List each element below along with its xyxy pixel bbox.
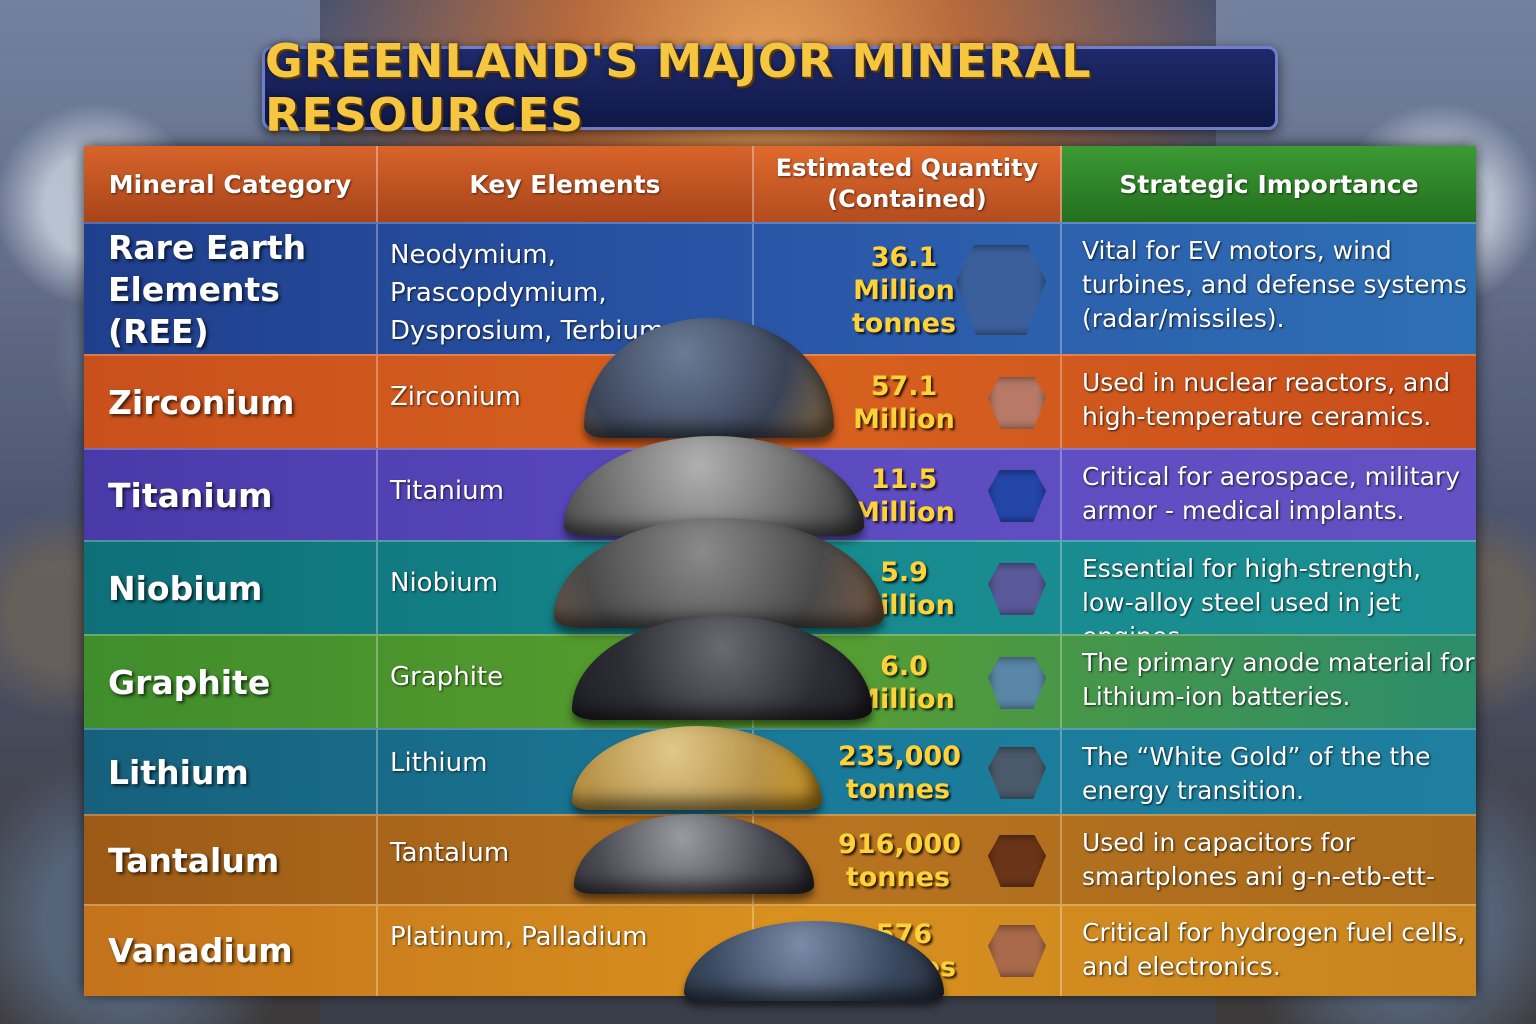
quantity-unit: tonnes [845, 862, 951, 893]
category-cell: Lithium [84, 730, 378, 816]
lithium-crystal-icon [988, 747, 1046, 799]
category-cell: Graphite [84, 636, 378, 730]
importance-cell: Vital for EV motors, wind turbines, and … [1082, 236, 1467, 333]
vanadium-crystal-icon [988, 925, 1046, 977]
quantity-value: 5.9 [880, 557, 928, 588]
quantity-value: 57.1 [870, 371, 938, 402]
importance-cell: Used in nuclear reactors, and high-tempe… [1082, 368, 1451, 431]
niobium-crystal-icon [988, 563, 1046, 615]
quantity-cell: 916,000 tonnes [754, 816, 1062, 906]
minerals-table: Mineral Category Key Elements Estimated … [84, 146, 1476, 1001]
quantity-unit: tonnes [845, 774, 951, 805]
elements-cell: Lithium [378, 730, 754, 816]
graphite-crystal-icon [988, 657, 1046, 709]
zirconium-crystal-icon [988, 377, 1046, 429]
category-cell: Niobium [84, 542, 378, 636]
ree-mineral-icon [956, 245, 1046, 335]
category-cell: Titanium [84, 450, 378, 542]
header-quantity: Estimated Quantity (Contained) [754, 146, 1062, 222]
header-category: Mineral Category [84, 146, 378, 222]
header-elements: Key Elements [378, 146, 754, 222]
tantalum-crystal-icon [988, 835, 1046, 887]
header-importance: Strategic Importance [1062, 146, 1476, 222]
header-quantity-line1: Estimated Quantity [775, 154, 1039, 182]
category-cell: Rare Earth Elements (REE) [84, 224, 378, 356]
category-cell: Zirconium [84, 356, 378, 450]
elements-cell: Zirconium [378, 356, 754, 450]
quantity-unit: Million [853, 404, 955, 435]
page-title: GREENLAND'S MAJOR MINERAL RESOURCES [265, 34, 1092, 142]
importance-cell: Critical for hydrogen fuel cells, and el… [1082, 918, 1466, 981]
quantity-unit: Million [853, 497, 955, 528]
quantity-value: 11.5 [870, 464, 938, 495]
quantity-cell: 235,000 tonnes [754, 730, 1062, 816]
category-cell: Tantalum [84, 816, 378, 906]
quantity-cell: 36.1 Million tonnes [754, 224, 1062, 356]
importance-cell: The primary anode material for Lithium-i… [1082, 648, 1475, 711]
table-header: Mineral Category Key Elements Estimated … [84, 146, 1476, 222]
importance-cell: The “White Gold” of the the energy trans… [1082, 742, 1431, 805]
elements-cell: Neodymium, Prascopdymium, Dysprosium, Te… [378, 224, 754, 356]
quantity-value: 6.0 [880, 651, 928, 682]
category-label: Rare Earth Elements (REE) [108, 228, 307, 351]
importance-cell: Used in capacitors for smartplones ani g… [1082, 828, 1435, 906]
header-quantity-line2: (Contained) [827, 185, 987, 213]
importance-cell: Essential for high-strength, low-alloy s… [1082, 554, 1422, 636]
table-row: Rare Earth Elements (REE) Neodymium, Pra… [84, 222, 1476, 356]
quantity-unit: Million tonnes [851, 274, 957, 339]
category-cell: Vanadium [84, 906, 378, 996]
importance-cell: Critical for aerospace, military armor -… [1082, 462, 1461, 525]
quantity-cell: 57.1 Million [754, 356, 1062, 450]
quantity-value: 916,000 [838, 829, 961, 860]
elements-cell: Tantalum [378, 816, 754, 906]
title-banner: GREENLAND'S MAJOR MINERAL RESOURCES [262, 34, 1278, 142]
quantity-value: 235,000 [838, 741, 961, 772]
quantity-cell: 11.5 Million [754, 450, 1062, 542]
titanium-crystal-icon [988, 470, 1046, 522]
quantity-value: 36.1 [870, 241, 938, 273]
